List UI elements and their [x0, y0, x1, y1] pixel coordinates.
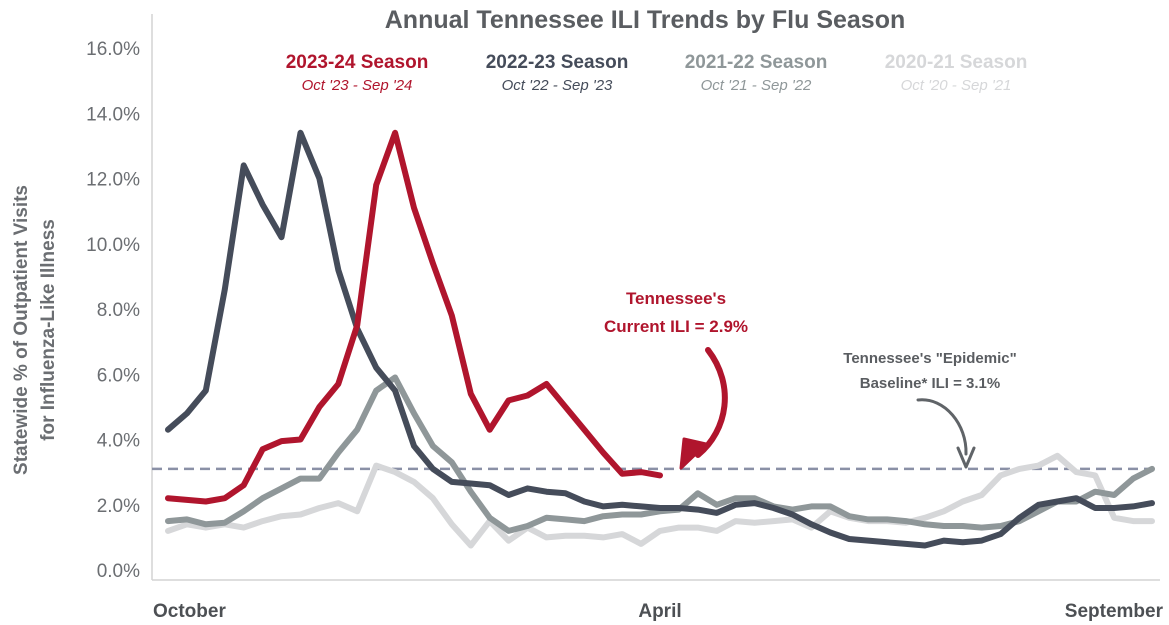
baseline-label-line-1: Tennessee's "Epidemic"	[843, 350, 1016, 367]
legend-series-name: 2021-22 Season	[685, 52, 828, 73]
legend-series-name: 2020-21 Season	[885, 52, 1028, 73]
y-tick-label: 8.0%	[97, 300, 140, 321]
series-line-2023-24	[165, 129, 663, 505]
legend-series-range: Oct '22 - Sep '23	[502, 77, 613, 94]
baseline-label-line-2: Baseline* ILI = 3.1%	[860, 375, 1001, 392]
current-ili-arrow-icon	[695, 347, 728, 458]
y-tick-label: 14.0%	[86, 104, 140, 125]
y-axis-label-line-2: for Influenza-Like Illness	[38, 219, 59, 441]
y-axis-label: Statewide % of Outpatient Visits for Inf…	[11, 185, 59, 475]
current-ili-annotation: Tennessee's Current ILI = 2.9%	[604, 289, 748, 470]
series-line-2021-22	[165, 374, 1155, 534]
chart-title: Annual Tennessee ILI Trends by Flu Seaso…	[385, 6, 906, 34]
y-axis-ticks: 0.0% 2.0% 4.0% 6.0% 8.0% 10.0% 12.0% 14.0% 16.0%	[86, 39, 140, 582]
x-tick-label: October	[153, 601, 226, 622]
y-tick-label: 16.0%	[86, 39, 140, 60]
y-tick-label: 6.0%	[97, 365, 140, 386]
x-tick-label: April	[638, 601, 681, 622]
legend-series-range: Oct '21 - Sep '22	[701, 77, 812, 94]
series-line-2020-21	[165, 452, 1155, 549]
series-line-2022-23	[165, 129, 1155, 549]
current-ili-label-line-2: Current ILI = 2.9%	[604, 317, 748, 336]
y-tick-label: 4.0%	[97, 431, 140, 452]
baseline-annotation: Tennessee's "Epidemic" Baseline* ILI = 3…	[843, 350, 1017, 469]
legend-series-range: Oct '20 - Sep '21	[901, 77, 1012, 94]
y-axis-label-line-1: Statewide % of Outpatient Visits	[11, 185, 32, 475]
y-tick-label: 12.0%	[86, 170, 140, 191]
x-axis-ticks: October April September	[153, 601, 1164, 622]
baseline-arrow-icon	[916, 398, 968, 456]
series-lines	[165, 129, 1155, 549]
y-tick-label: 0.0%	[97, 561, 140, 582]
current-ili-label-line-1: Tennessee's	[626, 289, 726, 308]
legend-series-range: Oct '23 - Sep '24	[302, 77, 413, 94]
y-tick-label: 10.0%	[86, 235, 140, 256]
y-tick-label: 2.0%	[97, 496, 140, 517]
legend-series-name: 2022-23 Season	[486, 52, 629, 73]
legend: 2023-24 Season Oct '23 - Sep '24 2022-23 S…	[286, 52, 1028, 94]
x-tick-label: September	[1065, 601, 1164, 622]
legend-series-name: 2023-24 Season	[286, 52, 429, 73]
